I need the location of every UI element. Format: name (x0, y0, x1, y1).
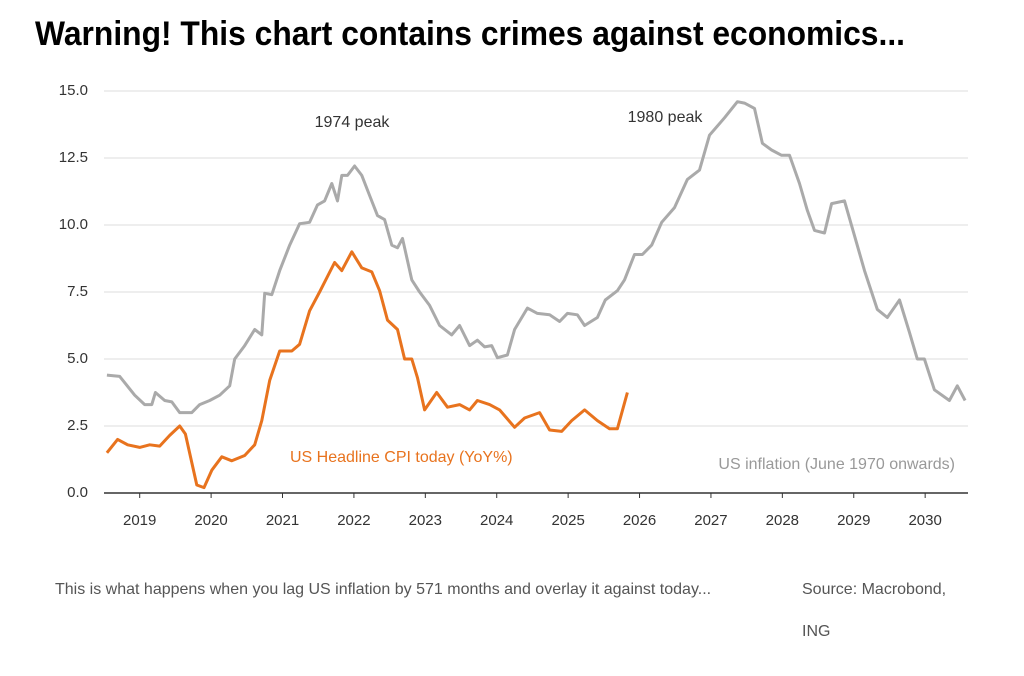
chart-title: Warning! This chart contains crimes agai… (35, 15, 905, 53)
annotation: 1974 peak (315, 114, 391, 131)
source: Source: Macrobond, ING (802, 581, 947, 640)
x-tick-label: 2028 (766, 512, 799, 529)
series-line (106, 100, 967, 415)
series-line (105, 250, 629, 490)
y-tick-label: 2.5 (67, 417, 88, 434)
x-tick-label: 2030 (908, 512, 941, 529)
caption: This is what happens when you lag US inf… (55, 581, 712, 598)
y-tick-label: 7.5 (67, 283, 88, 300)
x-tick-label: 2023 (409, 512, 442, 529)
y-tick-label: 15.0 (59, 82, 88, 99)
x-tick-label: 2022 (337, 512, 370, 529)
y-tick-label: 12.5 (59, 149, 88, 166)
x-tick-label: 2021 (266, 512, 299, 529)
x-tick-label: 2029 (837, 512, 870, 529)
series-label: US inflation (June 1970 onwards) (718, 456, 955, 473)
x-tick-label: 2025 (551, 512, 584, 529)
chart: Warning! This chart contains crimes agai… (35, 15, 968, 529)
y-tick-label: 0.0 (67, 484, 88, 501)
y-tick-label: 5.0 (67, 350, 88, 367)
x-tick-label: 2020 (194, 512, 227, 529)
x-tick-label: 2019 (123, 512, 156, 529)
annotation: 1980 peak (628, 109, 704, 126)
y-tick-label: 10.0 (59, 216, 88, 233)
x-tick-label: 2026 (623, 512, 656, 529)
series-label: US Headline CPI today (YoY%) (290, 449, 513, 466)
x-tick-label: 2024 (480, 512, 513, 529)
x-tick-label: 2027 (694, 512, 727, 529)
